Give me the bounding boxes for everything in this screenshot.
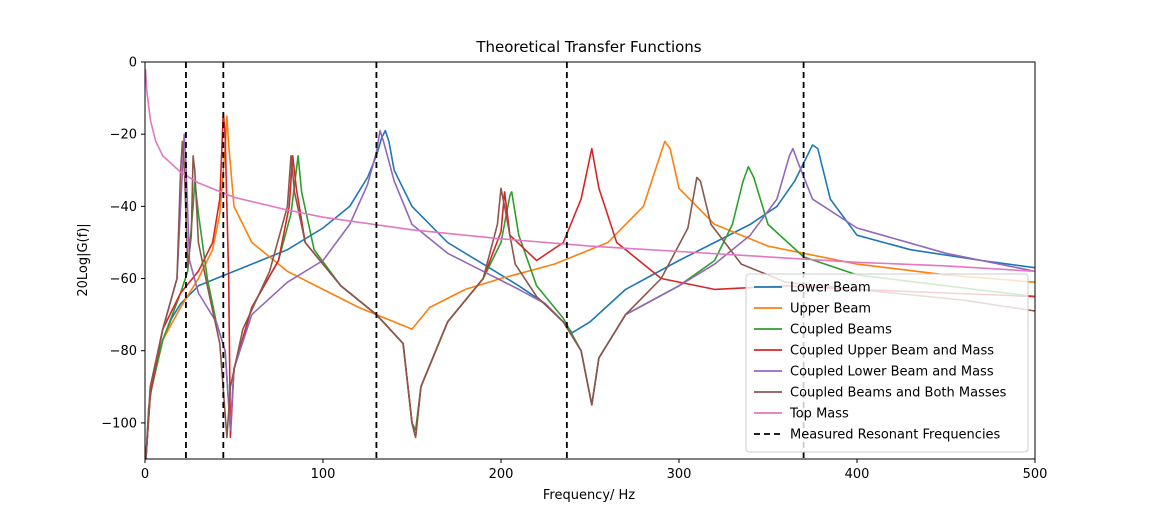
- legend-label: Measured Resonant Frequencies: [790, 428, 1001, 443]
- y-axis-label: 20Log|G(f)|: [76, 223, 91, 296]
- legend-label: Coupled Beams and Both Masses: [790, 386, 1007, 401]
- x-tick-label: 300: [667, 467, 692, 482]
- y-tick-label: −80: [110, 344, 137, 359]
- x-tick-label: 400: [845, 467, 870, 482]
- legend-label: Top Mass: [789, 407, 849, 422]
- series-line-6: [145, 69, 1035, 273]
- x-tick-label: 100: [311, 467, 336, 482]
- y-tick-label: −60: [110, 272, 137, 287]
- legend-label: Coupled Beams: [790, 323, 892, 338]
- y-tick-label: −40: [110, 200, 137, 215]
- x-axis: 0 100 200 300 400 500: [141, 459, 1048, 482]
- series-line-1: [145, 115, 1035, 459]
- y-tick-label: −20: [110, 128, 137, 143]
- legend-label: Coupled Lower Beam and Mass: [790, 365, 994, 380]
- legend: Lower Beam Upper Beam Coupled Beams Coupled…: [745, 273, 1029, 453]
- y-tick-label: −100: [101, 416, 137, 431]
- x-tick-label: 200: [489, 467, 514, 482]
- legend-box: [745, 273, 1029, 453]
- y-tick-label: 0: [129, 56, 137, 71]
- legend-label: Upper Beam: [790, 302, 871, 317]
- legend-label: Lower Beam: [790, 281, 871, 296]
- plot-frame: [144, 61, 1036, 460]
- series-line-4: [145, 129, 1035, 459]
- chart-title: Theoretical Transfer Functions: [475, 38, 701, 56]
- x-tick-label: 500: [1023, 467, 1048, 482]
- x-tick-label: 0: [141, 467, 149, 482]
- x-axis-label: Frequency/ Hz: [543, 488, 635, 503]
- legend-label: Coupled Upper Beam and Mass: [790, 344, 994, 359]
- series-line-5: [145, 140, 1035, 459]
- y-axis: 0 −20 −40 −60 −80 −100: [101, 56, 145, 431]
